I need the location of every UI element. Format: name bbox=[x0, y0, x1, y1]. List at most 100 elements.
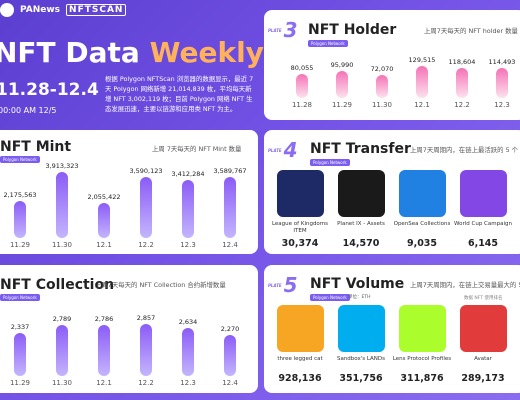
transfer-badge: Polygon Network bbox=[310, 159, 350, 166]
transfer-item-value: 14,570 bbox=[342, 238, 380, 249]
holder-x-label: 11.30 bbox=[371, 101, 393, 109]
plate-label: PLATE bbox=[268, 27, 282, 33]
holder-badge: Polygon Network bbox=[308, 40, 348, 47]
mint-value-label: 3,913,323 bbox=[45, 162, 79, 170]
polygon-logo-icon bbox=[460, 170, 507, 217]
mint-x-label: 11.30 bbox=[51, 241, 73, 249]
collection-value-label: 2,786 bbox=[94, 315, 114, 324]
holder-subtitle: 上周7天每天的 NFT holder 数量 bbox=[424, 27, 518, 35]
mint-bar bbox=[56, 172, 68, 238]
mint-x-label: 11.29 bbox=[9, 241, 31, 249]
avatar-character-icon bbox=[460, 305, 507, 352]
collection-x-label: 12.3 bbox=[180, 379, 196, 387]
mint-badge: Polygon Network bbox=[0, 156, 40, 163]
plate-number: 5 bbox=[283, 273, 298, 297]
mint-panel: NFT Mint Polygon Network 上周 7天每天的 NFT Mi… bbox=[0, 130, 258, 254]
league-of-kingdoms-logo-icon bbox=[277, 170, 324, 217]
holder-x-label: 12.3 bbox=[494, 101, 510, 109]
mint-x-label: 12.1 bbox=[96, 241, 112, 249]
hero-title-weekly: Weekly bbox=[149, 36, 264, 69]
holder-value-label: 114,493 bbox=[488, 58, 516, 67]
plate-number: 3 bbox=[283, 18, 298, 42]
hero-title-main: NFT Data bbox=[0, 36, 150, 69]
sandbox-logo-icon bbox=[338, 305, 385, 352]
mint-bar bbox=[140, 177, 152, 238]
collection-x-label: 12.4 bbox=[222, 379, 238, 387]
collection-value-label: 2,634 bbox=[178, 318, 198, 327]
collection-title: NFT Collection bbox=[0, 277, 115, 293]
mint-value-label: 3,412,284 bbox=[171, 170, 205, 179]
volume-panel: PLATE 5 NFT Volume Polygon Network 单位：ETH… bbox=[264, 265, 520, 393]
holder-value-label: 129,515 bbox=[408, 56, 436, 64]
collection-bar bbox=[140, 324, 152, 376]
transfer-item-value: 30,374 bbox=[281, 238, 319, 249]
collection-panel: NFT Collection Polygon Network 上周7天每天的 N… bbox=[0, 265, 258, 393]
collection-x-label: 12.1 bbox=[96, 379, 112, 387]
volume-subtitle: 上周7天周期内，在链上交易量最大的 5 个 NFT 项目 bbox=[410, 281, 520, 289]
volume-item-value: 351,756 bbox=[339, 373, 383, 384]
holder-panel: PLATE 3 NFT Holder Polygon Network 上周7天每天… bbox=[264, 10, 520, 120]
volume-item-value: 311,876 bbox=[400, 373, 444, 384]
volume-unit: 单位：ETH bbox=[348, 295, 371, 300]
transfer-item-value: 9,035 bbox=[406, 238, 438, 249]
holder-x-label: 11.29 bbox=[331, 101, 353, 109]
brand-bar: PANews NFTSCAN bbox=[0, 3, 127, 17]
holder-plate: PLATE 3 bbox=[268, 20, 298, 40]
mint-value-label: 3,590,123 bbox=[129, 167, 163, 176]
hero-time: 00:00 AM 12/5 bbox=[0, 106, 57, 115]
collection-subtitle: 上周7天每天的 NFT Collection 合约新增数量 bbox=[95, 281, 226, 289]
mint-subtitle: 上周 7天每天的 NFT Mint 数量 bbox=[152, 145, 242, 153]
transfer-subtitle: 上周7天周期内，在链上最活跃的 5 个 NFT 项目 bbox=[410, 146, 520, 154]
opensea-logo-icon bbox=[399, 170, 446, 217]
mint-value-label: 2,175,563 bbox=[3, 191, 37, 200]
mint-x-label: 12.2 bbox=[138, 241, 154, 249]
hero-title: NFT Data Weekly bbox=[0, 36, 264, 69]
collection-bar bbox=[56, 325, 68, 376]
collection-x-label: 11.30 bbox=[51, 379, 73, 387]
plate-number: 4 bbox=[283, 138, 298, 162]
mint-x-label: 12.4 bbox=[222, 241, 238, 249]
transfer-plate: PLATE 4 bbox=[268, 140, 298, 160]
mint-bar bbox=[182, 180, 194, 238]
volume-item-name: Sandbox's LANDs bbox=[336, 356, 386, 362]
collection-x-label: 11.29 bbox=[9, 379, 31, 387]
panews-name: PANews bbox=[20, 5, 61, 15]
mint-bar bbox=[14, 201, 26, 238]
transfer-item-name: World Cup Campaign bbox=[453, 221, 512, 227]
volume-item-name: three legged cat bbox=[277, 356, 323, 362]
transfer-item-name: League of Kingdoms ITEM bbox=[271, 221, 329, 234]
holder-bar bbox=[456, 67, 468, 98]
collection-value-label: 2,337 bbox=[10, 323, 30, 332]
hero-description: 根据 Polygon NFTScan 浏览器的数据显示，最近 7 天 Polyg… bbox=[105, 75, 254, 113]
mint-title: NFT Mint bbox=[0, 139, 72, 155]
mint-bar bbox=[224, 177, 236, 238]
holder-value-label: 80,055 bbox=[290, 63, 314, 72]
transfer-item-name: OpenSea Collections bbox=[393, 221, 451, 227]
planet-ix-logo-icon bbox=[338, 170, 385, 217]
volume-title: NFT Volume bbox=[310, 276, 405, 292]
transfer-item-name: Planet IX - Assets bbox=[337, 221, 385, 227]
collection-bar bbox=[14, 333, 26, 376]
holder-x-label: 12.2 bbox=[454, 101, 470, 109]
collection-value-label: 2,270 bbox=[220, 324, 240, 333]
holder-value-label: 95,990 bbox=[330, 61, 354, 70]
holder-bar bbox=[336, 71, 348, 98]
transfer-panel: PLATE 4 NFT Transfer Polygon Network 上周7天… bbox=[264, 130, 520, 254]
collection-bar bbox=[224, 334, 236, 376]
volume-item-name: Avatar bbox=[474, 356, 492, 362]
volume-item-value: 928,136 bbox=[278, 373, 322, 384]
collection-bar bbox=[182, 328, 194, 376]
mint-value-label: 3,589,767 bbox=[213, 167, 247, 176]
mint-x-label: 12.3 bbox=[180, 241, 196, 249]
holder-title: NFT Holder bbox=[308, 22, 397, 38]
holder-bar bbox=[376, 74, 388, 98]
transfer-item-value: 6,145 bbox=[467, 238, 499, 249]
mint-value-label: 2,055,422 bbox=[87, 193, 121, 202]
nftscan-logo: NFTSCAN bbox=[66, 4, 127, 16]
collection-badge: Polygon Network bbox=[0, 294, 40, 301]
volume-item-name: Lens Protocol Profiles bbox=[392, 356, 452, 362]
transfer-title: NFT Transfer bbox=[310, 141, 411, 157]
collection-x-label: 12.2 bbox=[138, 379, 154, 387]
collection-value-label: 2,789 bbox=[52, 315, 72, 324]
holder-value-label: 118,604 bbox=[448, 57, 476, 66]
